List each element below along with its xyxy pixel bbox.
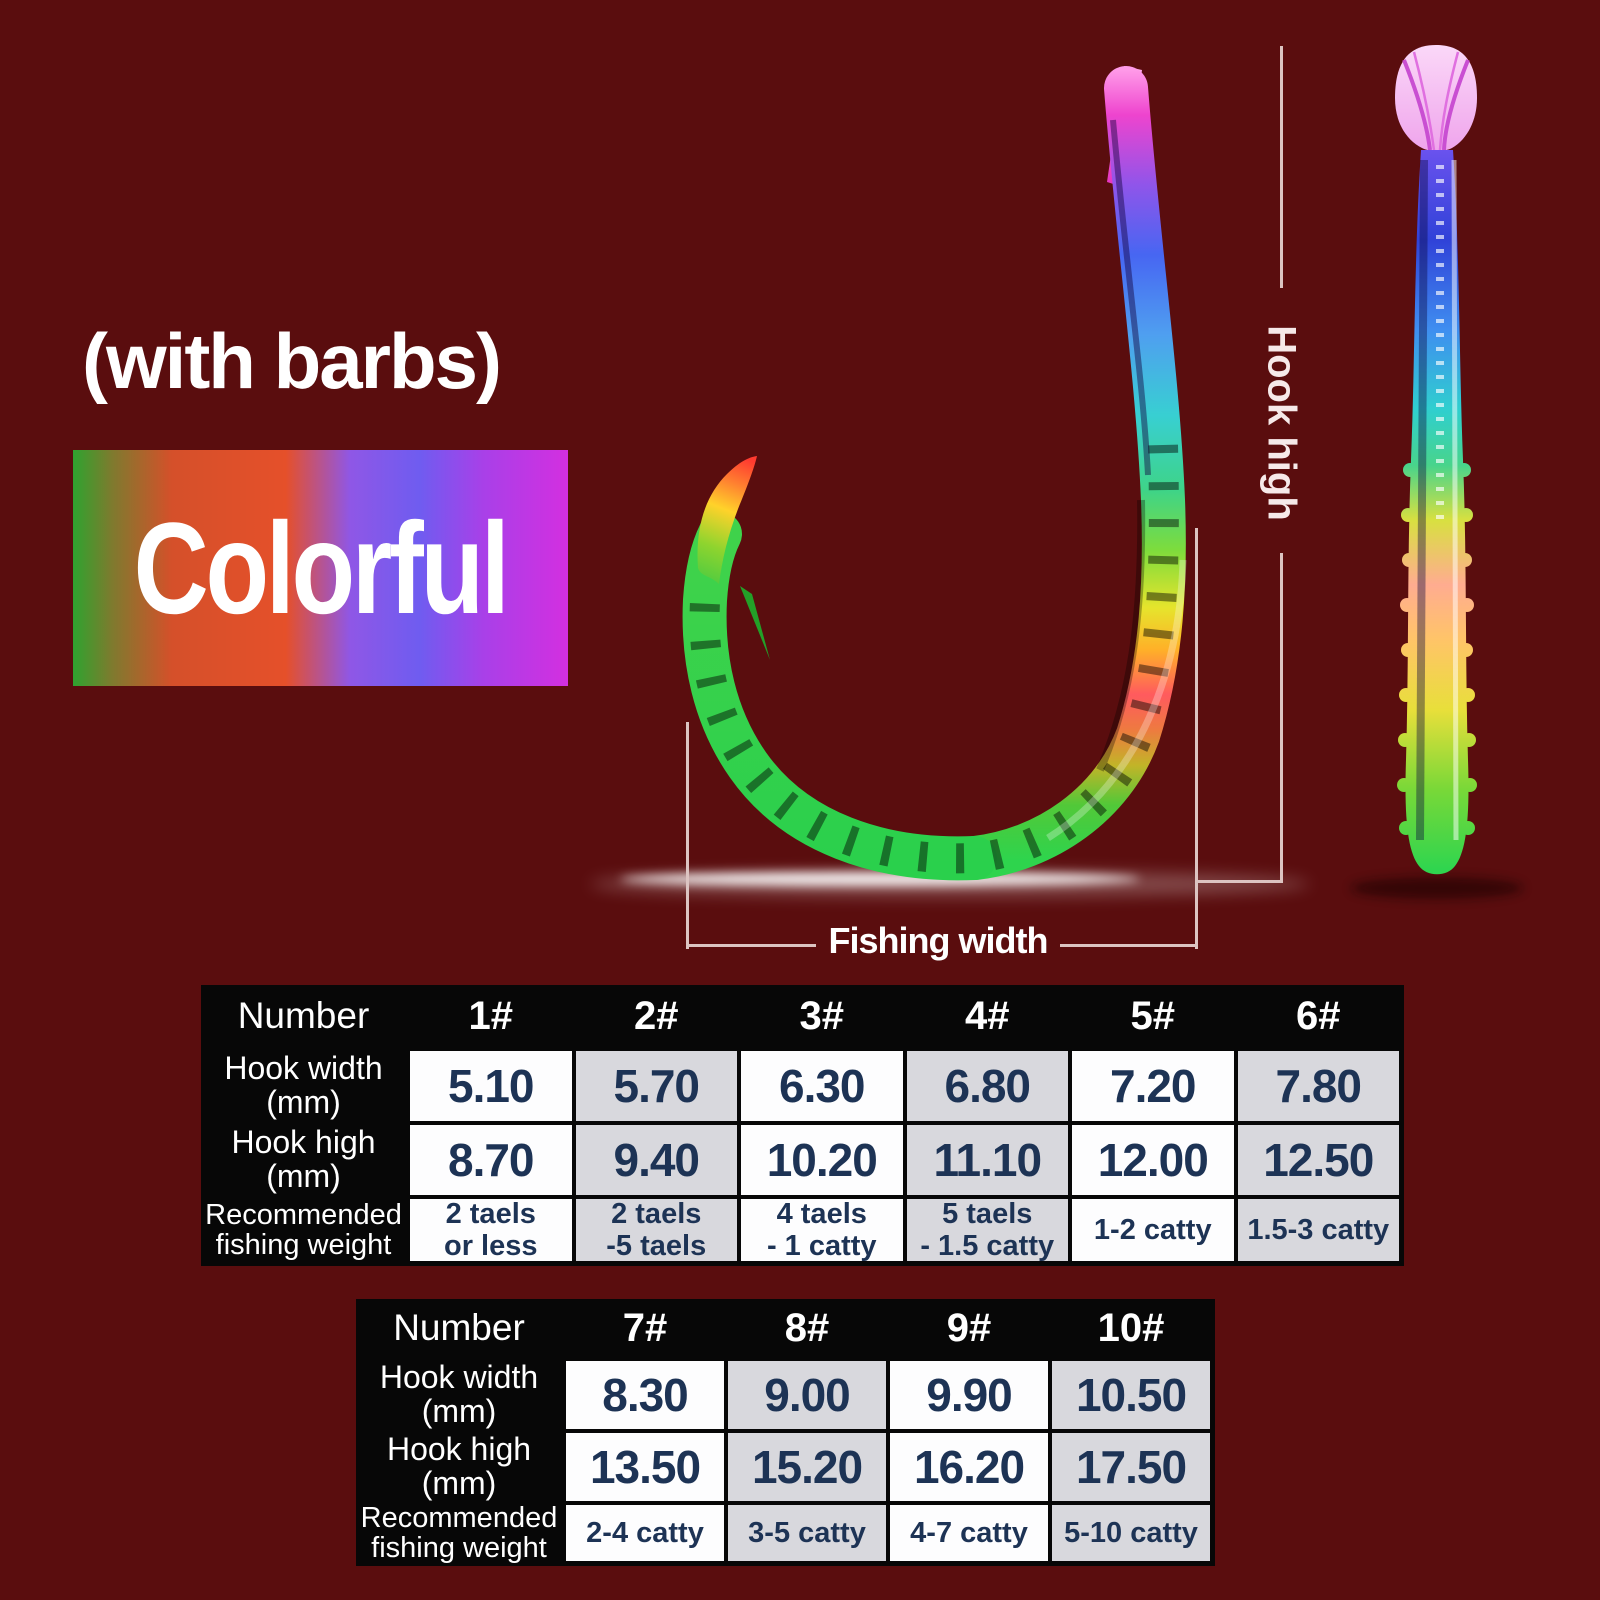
hook-high-dimension-line-upper [1280, 46, 1283, 288]
main-hook-shank [953, 66, 1186, 880]
hook-width-value: 9.90 [890, 1361, 1048, 1429]
row-label-hook-high: Hook high (mm) [231, 1124, 376, 1194]
row-label-number: Number [393, 1306, 525, 1348]
front-hook-shadow [1351, 877, 1523, 899]
hook-high-value: 11.10 [906, 1125, 1068, 1195]
hook-high-value: 13.50 [566, 1433, 724, 1501]
front-hook-spade-line [1412, 51, 1436, 151]
main-hook-inner-shade [1096, 499, 1146, 772]
hook-high-value: 12.00 [1072, 1125, 1234, 1195]
hook-high-value: 15.20 [728, 1433, 886, 1501]
column-header: 10# [1097, 1305, 1165, 1350]
hook-width-value: 10.50 [1052, 1361, 1210, 1429]
column-header: 2# [634, 993, 679, 1038]
hook-width-value: 5.70 [575, 1051, 737, 1121]
colorful-badge-label: Colorful [133, 495, 510, 641]
front-hook-highlight [1451, 159, 1459, 841]
hook-width-value: 7.80 [1237, 1051, 1399, 1121]
recommended-weight-value: 4-7 catty [890, 1505, 1048, 1561]
hook-width-value: 8.30 [566, 1361, 724, 1429]
recommended-weight-value: 2-4 catty [566, 1505, 724, 1561]
front-hook-dark-edge [1416, 159, 1428, 841]
recommended-weight-value: 2 taels or less [410, 1198, 572, 1262]
fishing-width-right-line [1195, 528, 1198, 949]
hook-width-value: 5.10 [410, 1051, 572, 1121]
main-hook-edge-line [1110, 119, 1151, 476]
main-hook-point [697, 456, 757, 584]
row-label-weight: Recommended fishing weight [205, 1198, 402, 1261]
recommended-weight-value: 1-2 catty [1072, 1199, 1234, 1261]
fishing-width-label: Fishing width [828, 920, 1049, 961]
column-header: 7# [622, 1305, 668, 1350]
hook-high-value: 9.40 [575, 1125, 737, 1195]
main-hook-bend [682, 512, 997, 881]
hook-high-value: 10.20 [741, 1125, 903, 1195]
recommended-weight-value: 2 taels -5 taels [575, 1198, 737, 1262]
main-hook-barb [740, 586, 770, 660]
hook-high-label: Hook high [1259, 325, 1304, 521]
recommended-weight-value: 1.5-3 catty [1237, 1199, 1399, 1261]
front-hook-spade-line [1402, 59, 1432, 151]
column-header: 1# [468, 993, 514, 1038]
fishing-width-left-dash [686, 944, 816, 947]
spec-table-sizes-7-10: Number 7# 8# 9# 10# Hook width (mm) 8.30 9.00 9.9… [356, 1299, 1215, 1566]
hook-high-dimension-line-lower [1280, 553, 1283, 883]
with-barbs-caption: (with barbs) [82, 317, 502, 405]
hook-high-value: 12.50 [1237, 1125, 1399, 1195]
front-hook-illustration [1395, 45, 1477, 875]
column-header: 6# [1296, 993, 1341, 1038]
recommended-weight-value: 5-10 catty [1052, 1505, 1210, 1561]
front-hook-spade [1395, 45, 1477, 151]
recommended-weight-value: 4 taels - 1 catty [741, 1198, 903, 1262]
hook-high-value: 8.70 [410, 1125, 572, 1195]
row-label-weight: Recommended fishing weight [360, 1501, 558, 1564]
hook-width-value: 6.80 [906, 1051, 1068, 1121]
hook-high-bottom-tick [1196, 880, 1283, 883]
spec-table-sizes-1-6: Number 1# 2# 3# 4# 5# 6# Hook width (mm) 5.10 5.70… [201, 985, 1404, 1266]
main-hook-illustration [682, 66, 1187, 881]
hook-high-value: 16.20 [890, 1433, 1048, 1501]
front-hook-shank [1405, 150, 1469, 875]
row-label-hook-high: Hook high (mm) [386, 1431, 532, 1501]
row-label-hook-width: Hook width (mm) [379, 1359, 539, 1429]
column-header: 3# [799, 993, 845, 1038]
front-hook-scallops [1397, 463, 1477, 835]
hook-width-value: 9.00 [728, 1361, 886, 1429]
row-label-number: Number [237, 994, 370, 1036]
column-header: 5# [1130, 993, 1176, 1038]
column-header: 9# [946, 1305, 992, 1350]
recommended-weight-value: 3-5 catty [728, 1505, 886, 1561]
front-hook-spade-line [1442, 59, 1470, 151]
column-header: 8# [784, 1305, 830, 1350]
hook-high-value: 17.50 [1052, 1433, 1210, 1501]
recommended-weight-value: 5 taels - 1.5 catty [906, 1198, 1068, 1262]
fishing-width-right-dash [1060, 944, 1198, 947]
hook-width-value: 6.30 [741, 1051, 903, 1121]
row-label-hook-width: Hook width (mm) [224, 1050, 383, 1120]
front-hook-spade-line [1438, 51, 1460, 151]
colorful-badge: Colorful [73, 450, 568, 686]
column-header: 4# [965, 993, 1010, 1038]
main-hook-highlight [1046, 559, 1187, 841]
fishing-width-left-line [686, 722, 689, 949]
hook-width-value: 7.20 [1072, 1051, 1234, 1121]
main-hook-ground-glow-core [620, 872, 1140, 886]
